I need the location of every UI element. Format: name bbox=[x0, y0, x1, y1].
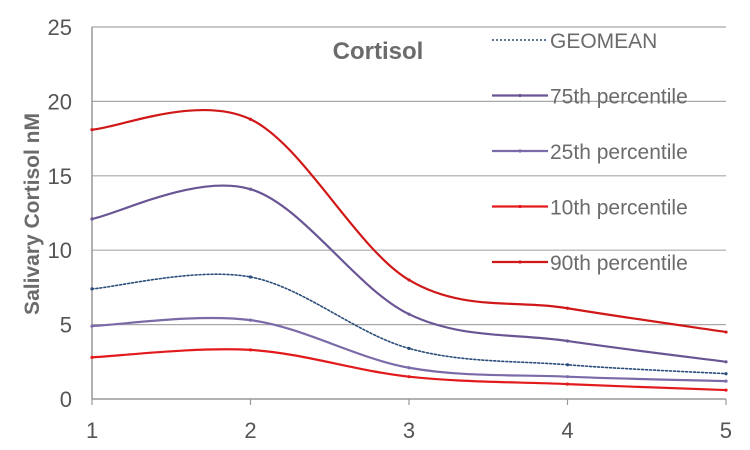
data-point-25th-percentile-2 bbox=[248, 318, 253, 322]
y-tick-label-5: 5 bbox=[60, 313, 72, 338]
x-tick-label-2: 2 bbox=[244, 418, 256, 443]
data-point-10th-percentile-4 bbox=[565, 382, 570, 386]
y-tick-label-25: 25 bbox=[48, 15, 72, 40]
data-point-75th-percentile-2 bbox=[248, 187, 253, 191]
legend-label-geomean: GEOMEAN bbox=[550, 30, 657, 53]
data-point-75th-percentile-3 bbox=[407, 312, 411, 316]
series-line-geomean bbox=[91, 273, 727, 375]
legend-marker-90th-percentile bbox=[518, 260, 522, 264]
data-point-10th-percentile-1 bbox=[90, 355, 94, 359]
data-point-75th-percentile-5 bbox=[724, 360, 728, 364]
data-point-10th-percentile-3 bbox=[407, 375, 411, 379]
y-tick-label-20: 20 bbox=[48, 89, 72, 114]
y-axis-title: Salivary Cortisol nM bbox=[21, 113, 44, 315]
legend-label-90th-percentile: 90th percentile bbox=[550, 252, 688, 275]
data-point-90th-percentile-1 bbox=[90, 128, 94, 132]
series-line-75th-percentile bbox=[90, 184, 728, 363]
data-point-90th-percentile-5 bbox=[724, 330, 728, 334]
data-point-25th-percentile-3 bbox=[407, 366, 411, 370]
data-point-10th-percentile-5 bbox=[724, 388, 728, 392]
data-point-geomean-5 bbox=[724, 372, 728, 376]
legend: GEOMEAN 75th percentile 25th percentile 10t… bbox=[492, 30, 688, 275]
x-tick-label-3: 3 bbox=[403, 418, 415, 443]
legend-label-10th-percentile: 10th percentile bbox=[550, 197, 688, 220]
legend-label-25th-percentile: 25th percentile bbox=[550, 141, 688, 164]
data-point-25th-percentile-1 bbox=[90, 324, 94, 328]
x-tick-label-4: 4 bbox=[561, 418, 573, 443]
x-tick-label-5: 5 bbox=[720, 418, 732, 443]
y-tick-label-10: 10 bbox=[48, 238, 72, 263]
data-point-90th-percentile-3 bbox=[407, 278, 411, 282]
data-point-25th-percentile-5 bbox=[724, 379, 728, 383]
data-point-75th-percentile-4 bbox=[565, 339, 570, 343]
legend-marker-25th-percentile bbox=[518, 149, 522, 153]
grid-lines bbox=[92, 26, 726, 326]
chart-title: Cortisol bbox=[333, 38, 424, 65]
y-tick-label-15: 15 bbox=[48, 164, 72, 189]
legend-marker-75th-percentile bbox=[518, 93, 522, 98]
data-point-geomean-3 bbox=[407, 346, 411, 351]
data-point-geomean-1 bbox=[90, 287, 94, 291]
data-point-geomean-4 bbox=[565, 363, 570, 367]
legend-marker-10th-percentile bbox=[518, 204, 522, 209]
x-tick-label-1: 1 bbox=[86, 418, 98, 443]
data-point-25th-percentile-4 bbox=[565, 375, 570, 379]
series-line-90th-percentile bbox=[90, 108, 728, 334]
axes: 0 5 10 15 20 25 1 2 3 4 5 bbox=[48, 15, 732, 443]
data-point-75th-percentile-1 bbox=[90, 217, 94, 221]
data-point-10th-percentile-2 bbox=[248, 348, 253, 352]
data-point-geomean-2 bbox=[248, 275, 253, 279]
series-lines bbox=[90, 108, 728, 392]
data-point-90th-percentile-4 bbox=[565, 306, 570, 310]
legend-label-75th-percentile: 75th percentile bbox=[550, 86, 688, 109]
data-point-90th-percentile-2 bbox=[248, 117, 253, 121]
y-tick-label-0: 0 bbox=[60, 387, 72, 412]
